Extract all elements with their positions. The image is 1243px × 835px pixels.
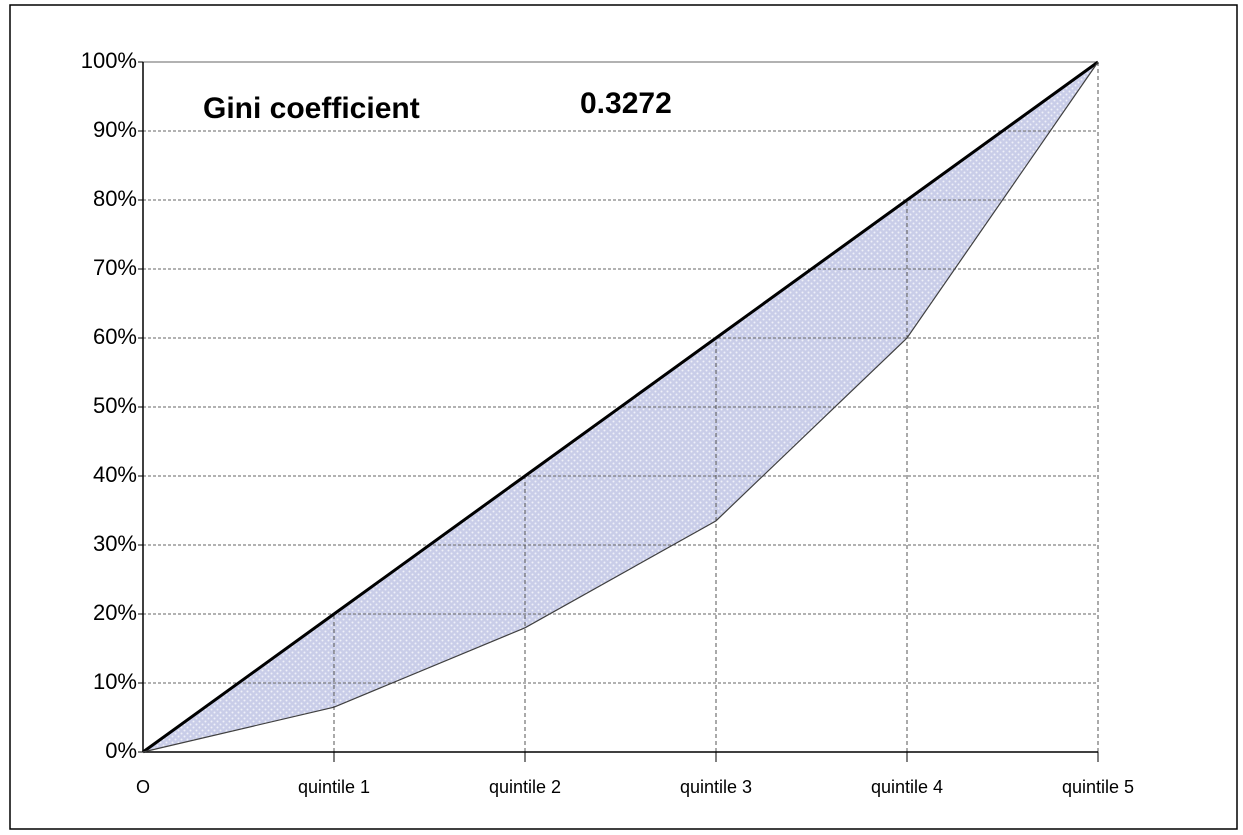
- y-tick-label: 90%: [93, 117, 137, 142]
- y-tick-label: 70%: [93, 255, 137, 280]
- y-tick-label: 60%: [93, 324, 137, 349]
- lorenz-curve: [142, 61, 1099, 753]
- y-tick-label: 50%: [93, 393, 137, 418]
- equality-line: [142, 60, 1099, 754]
- y-tick-label: 10%: [93, 669, 137, 694]
- y-tick-label: 0%: [105, 738, 137, 763]
- annotation: Gini coefficient: [203, 92, 420, 125]
- y-tick-label: 40%: [93, 462, 137, 487]
- x-tick-label: quintile 5: [1062, 777, 1134, 797]
- y-tick-label: 80%: [93, 186, 137, 211]
- y-tick-label: 30%: [93, 531, 137, 556]
- x-tick-label: quintile 4: [871, 777, 943, 797]
- y-tick-label: 100%: [81, 48, 137, 73]
- x-tick-label: O: [136, 777, 150, 797]
- x-tick-label: quintile 3: [680, 777, 752, 797]
- annotation-value: 0.3272: [580, 87, 672, 120]
- y-tick-label: 20%: [93, 600, 137, 625]
- x-tick-label: quintile 2: [489, 777, 561, 797]
- x-tick-label: quintile 1: [298, 777, 370, 797]
